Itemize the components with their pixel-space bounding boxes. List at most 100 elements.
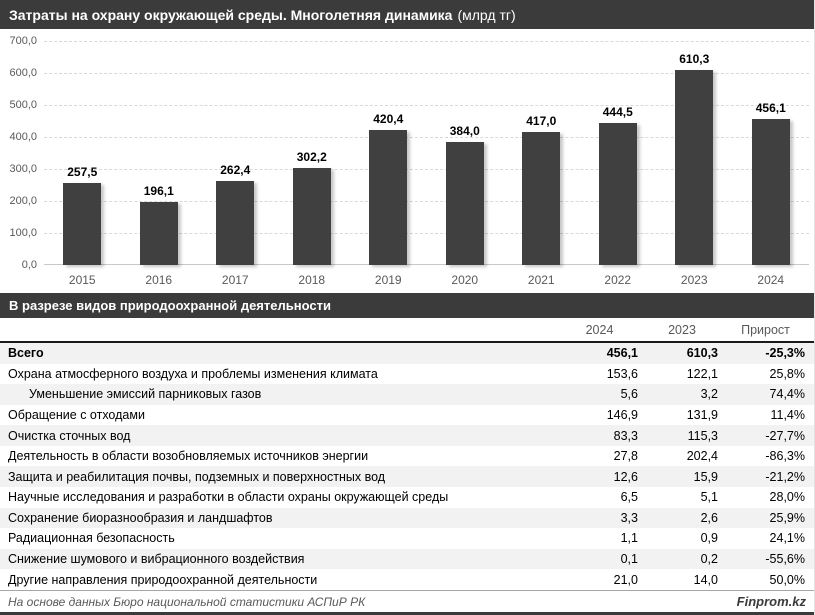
value-2023: 14,0 — [693, 572, 718, 587]
gridline — [44, 73, 809, 74]
x-tick-label: 2018 — [298, 273, 326, 287]
value-2024: 27,8 — [613, 449, 638, 464]
value-2024: 0,1 — [620, 552, 638, 567]
value-2023: 15,9 — [693, 469, 718, 484]
footer: На основе данных Бюро национальной стати… — [0, 590, 814, 612]
value-growth: -25,3% — [765, 346, 805, 361]
table-row: Деятельность в области возобновляемых ис… — [0, 445, 814, 467]
value-growth: 28,0% — [769, 490, 805, 505]
y-axis: 700,0 600,0 500,0 400,0 300,0 200,0 100,0 0,0 — [0, 35, 37, 271]
bar-2024 — [751, 119, 790, 265]
table-row: Охрана атмосферного воздуха и проблемы и… — [0, 363, 814, 385]
x-tick-label: 2024 — [757, 273, 785, 287]
bar-2023 — [675, 69, 714, 265]
value-growth: 24,1% — [769, 531, 805, 546]
bar-2018 — [292, 168, 331, 265]
value-2024: 83,3 — [613, 428, 638, 443]
bar-value-label: 420,4 — [373, 112, 404, 127]
x-tick-label: 2016 — [145, 273, 173, 287]
value-growth: 25,8% — [769, 366, 805, 381]
source-note: На основе данных Бюро национальной стати… — [8, 594, 366, 609]
bar-2022 — [598, 122, 637, 265]
row-label: Защита и реабилитация почвы, подземных и… — [8, 469, 386, 484]
chart-title: Затраты на охрану окружающей среды. Мног… — [9, 6, 453, 23]
gridline — [44, 105, 809, 106]
bar-2019 — [369, 130, 408, 265]
value-growth: -55,6% — [765, 552, 805, 567]
table-header-divider — [0, 341, 814, 343]
table-row: Уменьшение эмиссий парниковых газов 5,6 3,… — [0, 384, 814, 405]
bar-value-label: 417,0 — [526, 113, 557, 128]
value-2023: 0,2 — [700, 552, 718, 567]
table-section-header: В разрезе видов природоохранной деятельн… — [0, 293, 814, 318]
gridline — [44, 137, 809, 138]
value-2024: 3,3 — [620, 510, 638, 525]
chart-title-bar: Затраты на охрану окружающей среды. Мног… — [0, 0, 814, 29]
bar-chart: 700,0 600,0 500,0 400,0 300,0 200,0 100,0 0,0 2… — [0, 29, 814, 293]
bottom-accent-bar — [0, 612, 814, 615]
bar-2021 — [522, 131, 561, 265]
x-tick-label: 2019 — [374, 273, 402, 287]
bar-value-label: 384,0 — [449, 124, 480, 139]
bar-value-label: 257,5 — [67, 164, 98, 179]
value-growth: 25,9% — [769, 510, 805, 525]
value-2023: 202,4 — [686, 449, 718, 464]
row-label: Обращение с отходами — [8, 408, 145, 423]
value-growth: -21,2% — [765, 469, 805, 484]
chart-title-unit: (млрд тг) — [457, 6, 516, 23]
value-2023: 610,3 — [686, 346, 718, 361]
bar-2017 — [216, 181, 255, 265]
y-tick-label: 100,0 — [9, 227, 37, 239]
row-label: Всего — [8, 346, 44, 361]
y-tick-label: 400,0 — [9, 131, 37, 143]
row-label: Радиационная безопасность — [8, 531, 175, 546]
table-row: Сохранение биоразнообразия и ландшафтов 3… — [0, 507, 814, 529]
table-header-row: 2024 2023 Прирост — [0, 318, 814, 341]
table-header-2023: 2023 — [668, 322, 696, 337]
row-label: Уменьшение эмиссий парниковых газов — [29, 387, 262, 402]
y-tick-label: 700,0 — [9, 35, 37, 47]
value-growth: 74,4% — [769, 387, 805, 402]
row-label: Деятельность в области возобновляемых ис… — [8, 449, 369, 464]
value-2023: 3,2 — [700, 387, 718, 402]
bar-2016 — [139, 202, 178, 265]
value-2024: 21,0 — [613, 572, 638, 587]
value-2024: 153,6 — [606, 366, 638, 381]
table-row: Снижение шумового и вибрационного воздей… — [0, 548, 814, 570]
bar-value-label: 610,3 — [679, 51, 710, 66]
value-2024: 6,5 — [620, 490, 638, 505]
row-label: Научные исследования и разработки в обла… — [8, 490, 449, 505]
value-growth: -86,3% — [765, 449, 805, 464]
x-tick-label: 2020 — [451, 273, 479, 287]
table-row: Защита и реабилитация почвы, подземных и… — [0, 466, 814, 488]
gridline — [44, 233, 809, 234]
gridline — [44, 41, 809, 42]
x-tick-label: 2021 — [527, 273, 555, 287]
x-tick-label: 2022 — [604, 273, 632, 287]
value-2023: 122,1 — [686, 366, 718, 381]
value-2023: 0,9 — [700, 531, 718, 546]
table-row: Научные исследования и разработки в обла… — [0, 487, 814, 508]
x-tick-label: 2017 — [221, 273, 249, 287]
value-growth: -27,7% — [765, 428, 805, 443]
row-label: Охрана атмосферного воздуха и проблемы и… — [8, 366, 378, 381]
value-growth: 11,4% — [770, 408, 805, 423]
value-2023: 5,1 — [700, 490, 718, 505]
table-row: Радиационная безопасность 1,1 0,9 24,1% — [0, 528, 814, 549]
x-tick-label: 2023 — [680, 273, 708, 287]
bar-2015 — [63, 182, 102, 265]
row-label: Другие направления природоохранной деяте… — [8, 572, 318, 587]
brand-logo: Finprom.kz — [736, 594, 806, 609]
y-tick-label: 200,0 — [9, 195, 37, 207]
gridline — [44, 169, 809, 170]
value-2023: 131,9 — [686, 408, 718, 423]
table-header-growth: Прирост — [741, 322, 790, 337]
value-2024: 456,1 — [606, 346, 638, 361]
x-axis-line — [44, 264, 809, 265]
value-2024: 1,1 — [620, 531, 638, 546]
table-row: Очистка сточных вод 83,3 115,3 -27,7% — [0, 425, 814, 446]
bar-value-label: 456,1 — [755, 101, 786, 116]
bar-value-label: 302,2 — [296, 150, 327, 165]
x-axis: 2015 2016 2017 2018 2019 2020 2021 2022 2023 2024 — [44, 273, 809, 291]
